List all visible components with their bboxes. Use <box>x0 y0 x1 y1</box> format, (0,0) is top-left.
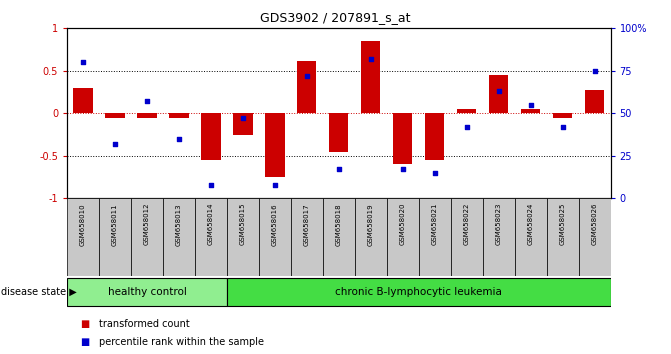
Text: GSM658010: GSM658010 <box>80 203 86 246</box>
Point <box>205 182 216 188</box>
Text: GSM658014: GSM658014 <box>208 203 214 245</box>
Bar <box>201 113 221 160</box>
Bar <box>105 113 125 118</box>
Bar <box>419 198 451 276</box>
Bar <box>74 88 93 113</box>
Bar <box>131 198 163 276</box>
Point <box>238 115 248 121</box>
Bar <box>547 198 578 276</box>
Bar <box>521 109 540 113</box>
Text: GSM658017: GSM658017 <box>304 203 310 246</box>
Point <box>301 73 312 79</box>
Bar <box>67 198 99 276</box>
Bar <box>355 198 386 276</box>
Text: GSM658015: GSM658015 <box>240 203 246 245</box>
Text: GSM658021: GSM658021 <box>431 203 437 245</box>
Text: GSM658024: GSM658024 <box>527 203 533 245</box>
Point <box>174 136 185 142</box>
Text: GSM658026: GSM658026 <box>592 203 598 245</box>
Bar <box>361 41 380 113</box>
Text: GSM658025: GSM658025 <box>560 203 566 245</box>
Point <box>333 166 344 172</box>
Text: GSM658013: GSM658013 <box>176 203 182 246</box>
Text: chronic B-lymphocytic leukemia: chronic B-lymphocytic leukemia <box>336 287 502 297</box>
Bar <box>138 113 156 118</box>
Text: disease state ▶: disease state ▶ <box>1 287 76 297</box>
Point <box>462 124 472 130</box>
Point <box>589 68 600 74</box>
Bar <box>515 198 547 276</box>
Bar <box>553 113 572 118</box>
Point <box>142 98 152 104</box>
Text: healthy control: healthy control <box>107 287 187 297</box>
Point <box>109 141 120 147</box>
Text: percentile rank within the sample: percentile rank within the sample <box>99 337 264 347</box>
Bar <box>578 198 611 276</box>
Text: GSM658023: GSM658023 <box>496 203 502 245</box>
Point <box>493 88 504 94</box>
Bar <box>489 75 509 113</box>
Point <box>78 59 89 65</box>
Point <box>397 166 408 172</box>
Point <box>270 182 280 188</box>
Bar <box>99 198 131 276</box>
Text: GSM658016: GSM658016 <box>272 203 278 246</box>
Bar <box>234 113 252 135</box>
Text: GSM658020: GSM658020 <box>400 203 406 245</box>
Text: GSM658011: GSM658011 <box>112 203 118 246</box>
Bar <box>393 113 413 164</box>
Text: GDS3902 / 207891_s_at: GDS3902 / 207891_s_at <box>260 11 411 24</box>
Point <box>429 170 440 176</box>
Text: ■: ■ <box>81 337 90 347</box>
Text: transformed count: transformed count <box>99 319 190 329</box>
Bar <box>227 278 611 306</box>
Bar <box>482 198 515 276</box>
Bar <box>329 113 348 152</box>
Bar <box>585 90 604 113</box>
Text: GSM658022: GSM658022 <box>464 203 470 245</box>
Bar <box>67 278 227 306</box>
Bar <box>169 113 189 118</box>
Text: GSM658012: GSM658012 <box>144 203 150 245</box>
Bar <box>323 198 355 276</box>
Bar <box>265 113 285 177</box>
Bar <box>163 198 195 276</box>
Text: GSM658018: GSM658018 <box>336 203 342 246</box>
Text: ■: ■ <box>81 319 90 329</box>
Bar <box>425 113 444 160</box>
Bar <box>297 61 317 113</box>
Point <box>366 56 376 62</box>
Text: GSM658019: GSM658019 <box>368 203 374 246</box>
Bar <box>451 198 482 276</box>
Bar <box>259 198 291 276</box>
Bar <box>386 198 419 276</box>
Bar <box>227 198 259 276</box>
Point <box>558 124 568 130</box>
Bar <box>291 198 323 276</box>
Bar <box>457 109 476 113</box>
Bar <box>195 198 227 276</box>
Point <box>525 102 536 108</box>
